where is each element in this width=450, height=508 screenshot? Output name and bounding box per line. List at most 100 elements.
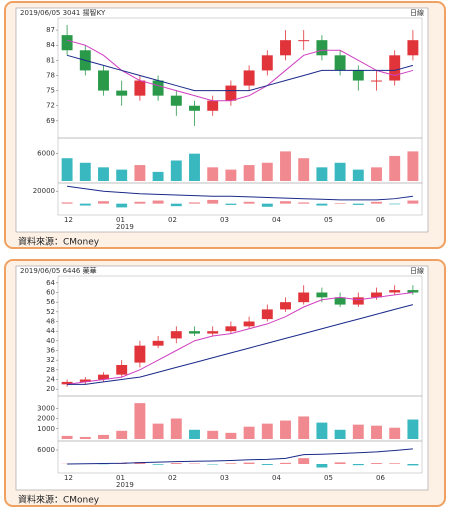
year-label: 2019 [116,481,134,489]
x-tick-label: 02 [168,474,177,482]
candle-body [116,90,128,96]
y-tick-label: 44 [46,327,55,335]
y-tick-label: 60 [46,289,55,297]
candle-body [261,309,273,320]
y-tick-label: 75 [46,87,55,95]
y-tick-label: 6000 [37,446,55,454]
institutional-bar [389,463,401,464]
period-label: 日線 [410,266,424,275]
institutional-bar [79,203,91,206]
volume-bar [225,169,237,181]
volume-bar [261,423,273,439]
candle-body [79,379,91,382]
candle-body [207,100,219,111]
volume-bar [352,424,364,439]
candle-body [243,70,255,86]
chart-title: 2019/06/05 3041 揚智KY [20,8,106,17]
moving-average [66,54,414,92]
y-tick-label: 84 [46,41,55,49]
institutional-bar [98,201,109,204]
candle-body [334,55,346,71]
institutional-bar [243,201,255,204]
volume-bar [152,423,164,439]
candle-body [280,40,291,56]
y-tick-label: 56 [46,298,55,306]
candle-body [61,35,73,51]
volume-bar [225,432,237,439]
y-tick-label: 28 [46,366,55,374]
x-tick-label: 03 [220,474,229,482]
volume-bar [134,165,146,181]
institutional-bar [225,203,237,205]
candle-body [298,292,310,303]
x-tick-label: 12 [64,474,73,482]
y-tick-label: 52 [46,308,55,316]
volume-bar [170,418,182,439]
volume-bar [389,427,401,439]
candle-body [134,345,146,363]
volume-bar [389,155,401,181]
candle-body [261,55,273,71]
candle-body [280,302,291,310]
y-tick-label: 32 [46,356,55,364]
institutional-bar [389,203,401,205]
x-tick-label: 04 [272,216,281,224]
moving-average [66,39,414,102]
candle-body [98,374,109,380]
institutional-bar [261,203,273,207]
moving-average [67,304,414,385]
candle-body [225,326,237,332]
volume-bar [207,167,219,181]
y-tick-label: 36 [46,347,55,355]
institutional-bar [371,201,382,204]
y-tick-label: 87 [46,26,55,34]
x-tick-label: 04 [272,474,281,482]
institutional-bar [371,463,382,464]
y-tick-label: 78 [46,71,55,79]
institutional-bar [116,203,128,208]
candle-body [152,80,164,96]
volume-bar [189,153,200,181]
y-tick-label: 64 [46,279,55,287]
volume-bar [61,435,73,439]
institutional-bar [261,464,273,465]
panel [57,440,423,474]
x-tick-label: 01 [116,474,125,482]
candle-body [371,80,382,82]
candle-body [389,290,401,293]
year-label: 2019 [116,223,134,231]
volume-bar [371,425,382,439]
x-tick-label: 05 [324,474,333,482]
volume-bar [316,422,328,439]
y-tick-label: 81 [46,56,55,64]
y-tick-label: 6000 [37,150,55,158]
institutional-bar [207,199,219,204]
volume-bar [261,162,273,181]
volume-bar [116,430,128,439]
x-tick-label: 05 [324,216,333,224]
candle-body [61,381,73,385]
x-tick-label: 01 [116,216,125,224]
y-tick-label: 20000 [33,187,55,195]
panel [57,182,423,216]
source: 資料來源：CMoney [18,494,100,506]
institutional-bar [407,464,419,466]
institutional-bar [352,203,364,205]
candle-body [298,40,310,42]
candle-body [334,297,346,305]
y-tick-label: 3000 [37,404,55,412]
volume-bar [207,430,219,439]
volume-bar [79,436,91,439]
volume-bar [334,162,346,181]
candle-body [134,80,146,96]
candle-body [407,40,419,56]
candle-body [243,321,255,327]
y-tick-label: 40 [46,337,55,345]
volume-bar [280,151,291,181]
institutional-bar [334,203,346,204]
institutional-bar [316,203,328,206]
candle-body [189,105,200,111]
x-tick-label: 02 [168,216,177,224]
x-tick-label: 03 [220,216,229,224]
y-tick-label: 69 [46,117,55,125]
